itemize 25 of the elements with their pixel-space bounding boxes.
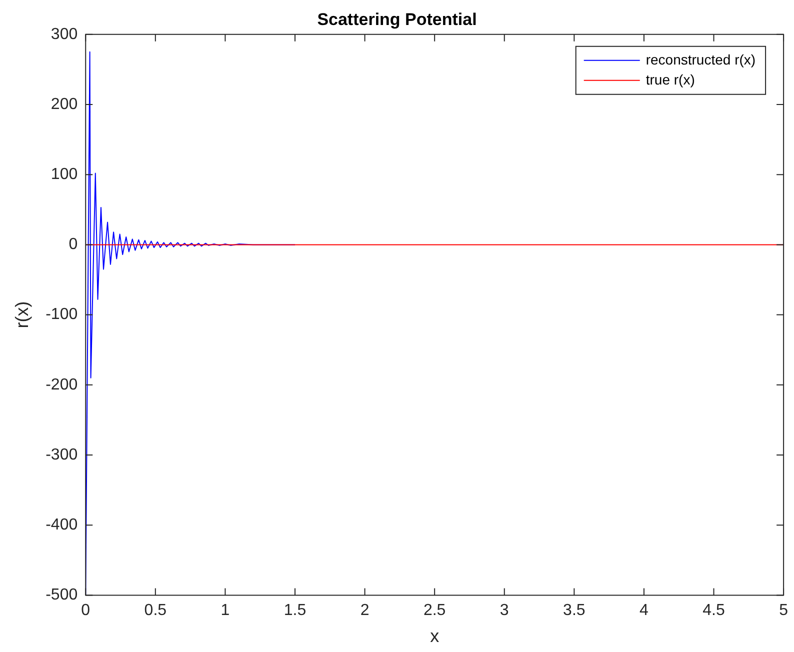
y-tick-label: 0 (68, 236, 78, 254)
x-tick-label: 3 (500, 602, 509, 620)
y-tick-label: -200 (46, 376, 78, 394)
x-tick-label: 2 (360, 602, 370, 620)
x-tick-label: 0.5 (144, 602, 167, 620)
x-tick-label: 0 (81, 602, 90, 620)
x-tick-label: 4.5 (702, 602, 725, 620)
x-tick-label: 1.5 (284, 602, 306, 620)
legend-label: true r(x) (646, 71, 695, 88)
x-axis-title: x (430, 626, 440, 646)
y-tick-label: 200 (50, 96, 78, 113)
y-axis-title: r(x) (12, 301, 32, 328)
x-tick-label: 3.5 (563, 602, 586, 620)
legend-label: reconstructed r(x) (646, 51, 756, 68)
y-tick-label: 300 (50, 26, 78, 43)
y-tick-label: -500 (46, 586, 78, 604)
x-tick-label: 5 (779, 602, 788, 620)
chart-title: Scattering Potential (317, 10, 477, 29)
y-tick-label: -300 (46, 446, 78, 464)
y-tick-label: 100 (50, 166, 78, 184)
x-tick-label: 4 (640, 602, 649, 620)
x-tick-label: 2.5 (423, 602, 446, 620)
y-tick-label: -400 (46, 516, 78, 534)
x-tick-label: 1 (220, 602, 230, 620)
y-tick-label: -100 (46, 306, 78, 324)
